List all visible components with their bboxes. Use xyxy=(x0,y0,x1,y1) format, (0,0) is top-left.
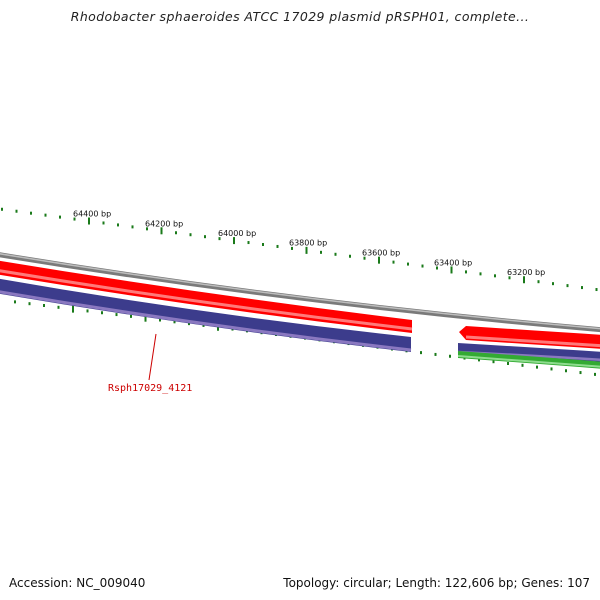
outer-major-tick xyxy=(160,227,163,235)
outer-minor-tick xyxy=(494,274,496,278)
outer-minor-tick xyxy=(537,280,540,284)
inner-minor-tick xyxy=(550,367,553,371)
inner-minor-tick xyxy=(478,358,480,362)
forward-cds-right-shade xyxy=(465,335,600,348)
inner-major-tick xyxy=(144,314,147,322)
outer-minor-tick xyxy=(552,282,554,286)
inner-minor-tick xyxy=(188,322,190,326)
outer-minor-tick xyxy=(465,270,467,274)
scale-label: 63200 bp xyxy=(507,268,545,277)
accession-text: Accession: NC_009040 xyxy=(9,576,146,590)
outer-minor-tick xyxy=(204,235,206,239)
backbone-ring xyxy=(0,252,600,333)
inner-minor-tick xyxy=(57,305,60,309)
forward-cds-left-shade xyxy=(0,269,413,331)
inner-minor-tick xyxy=(536,365,538,369)
inner-minor-tick xyxy=(507,362,509,365)
inner-minor-tick xyxy=(28,302,31,306)
inner-major-tick xyxy=(72,305,74,313)
outer-minor-tick xyxy=(102,221,105,225)
gene-label: Rsph17029_4121 xyxy=(108,383,192,394)
outer-minor-tick xyxy=(59,215,61,219)
scale-label: 64200 bp xyxy=(145,219,183,228)
outer-minor-tick xyxy=(407,262,409,266)
outer-minor-tick xyxy=(392,260,395,264)
outer-minor-tick xyxy=(30,211,32,215)
inner-minor-tick xyxy=(14,300,16,304)
scale-label: 63800 bp xyxy=(289,239,327,248)
outer-minor-tick xyxy=(508,276,511,280)
outer-minor-tick xyxy=(566,284,569,288)
outer-minor-tick xyxy=(189,233,192,237)
outer-minor-tick xyxy=(131,225,134,229)
reverse-cds-left xyxy=(0,278,411,352)
outer-minor-tick xyxy=(421,264,424,268)
reverse-cds-left-shade xyxy=(0,290,412,352)
outer-minor-tick xyxy=(291,246,293,250)
inner-minor-tick xyxy=(130,314,132,318)
outer-major-tick xyxy=(450,266,453,274)
outer-minor-tick xyxy=(15,209,18,213)
inner-minor-tick xyxy=(420,351,422,355)
map-title: Rhodobacter sphaeroides ATCC 17029 plasm… xyxy=(70,9,530,24)
scale-label: 63600 bp xyxy=(362,249,400,258)
inner-minor-tick xyxy=(492,360,495,364)
outer-minor-tick xyxy=(218,237,221,241)
outer-minor-tick xyxy=(349,254,351,258)
outer-major-tick xyxy=(378,256,380,264)
inner-minor-tick xyxy=(43,304,45,307)
outer-minor-tick xyxy=(363,256,366,260)
outer-minor-tick xyxy=(320,250,322,254)
outer-major-tick xyxy=(233,237,235,245)
inner-minor-tick xyxy=(115,313,118,317)
inner-minor-tick xyxy=(565,369,567,373)
genome-summary: Topology: circular; Length: 122,606 bp; … xyxy=(283,576,590,590)
inner-minor-tick xyxy=(159,318,161,322)
outer-major-tick xyxy=(523,276,525,284)
outer-minor-tick xyxy=(73,217,76,221)
outer-minor-tick xyxy=(581,286,583,290)
inner-minor-tick xyxy=(594,372,596,376)
inner-minor-tick xyxy=(521,363,524,367)
green-feature-shade xyxy=(457,355,600,368)
inner-minor-tick xyxy=(101,311,103,315)
inner-minor-tick xyxy=(173,320,176,324)
outer-minor-tick xyxy=(479,272,482,276)
outer-minor-tick xyxy=(146,227,148,231)
outer-minor-tick xyxy=(436,266,438,270)
outer-minor-tick xyxy=(117,223,119,227)
outer-minor-tick xyxy=(276,244,279,248)
inner-minor-tick xyxy=(434,352,437,356)
outer-minor-tick xyxy=(595,288,598,292)
outer-minor-tick xyxy=(175,231,177,235)
scale-label: 64400 bp xyxy=(73,210,111,219)
outer-minor-tick xyxy=(44,213,47,217)
gene-label-leader xyxy=(148,333,157,381)
outer-minor-tick xyxy=(247,241,250,245)
outer-major-tick xyxy=(305,246,308,254)
inner-minor-tick xyxy=(579,371,582,375)
backbone-ring-highlight xyxy=(0,253,600,330)
scale-label: 63400 bp xyxy=(434,258,472,267)
outer-major-tick xyxy=(88,217,90,225)
outer-minor-tick xyxy=(262,243,264,247)
outer-minor-tick xyxy=(1,207,3,211)
outer-minor-tick xyxy=(334,252,337,256)
inner-minor-tick xyxy=(86,309,89,313)
inner-minor-tick xyxy=(449,354,451,358)
scale-label: 64000 bp xyxy=(218,229,256,238)
